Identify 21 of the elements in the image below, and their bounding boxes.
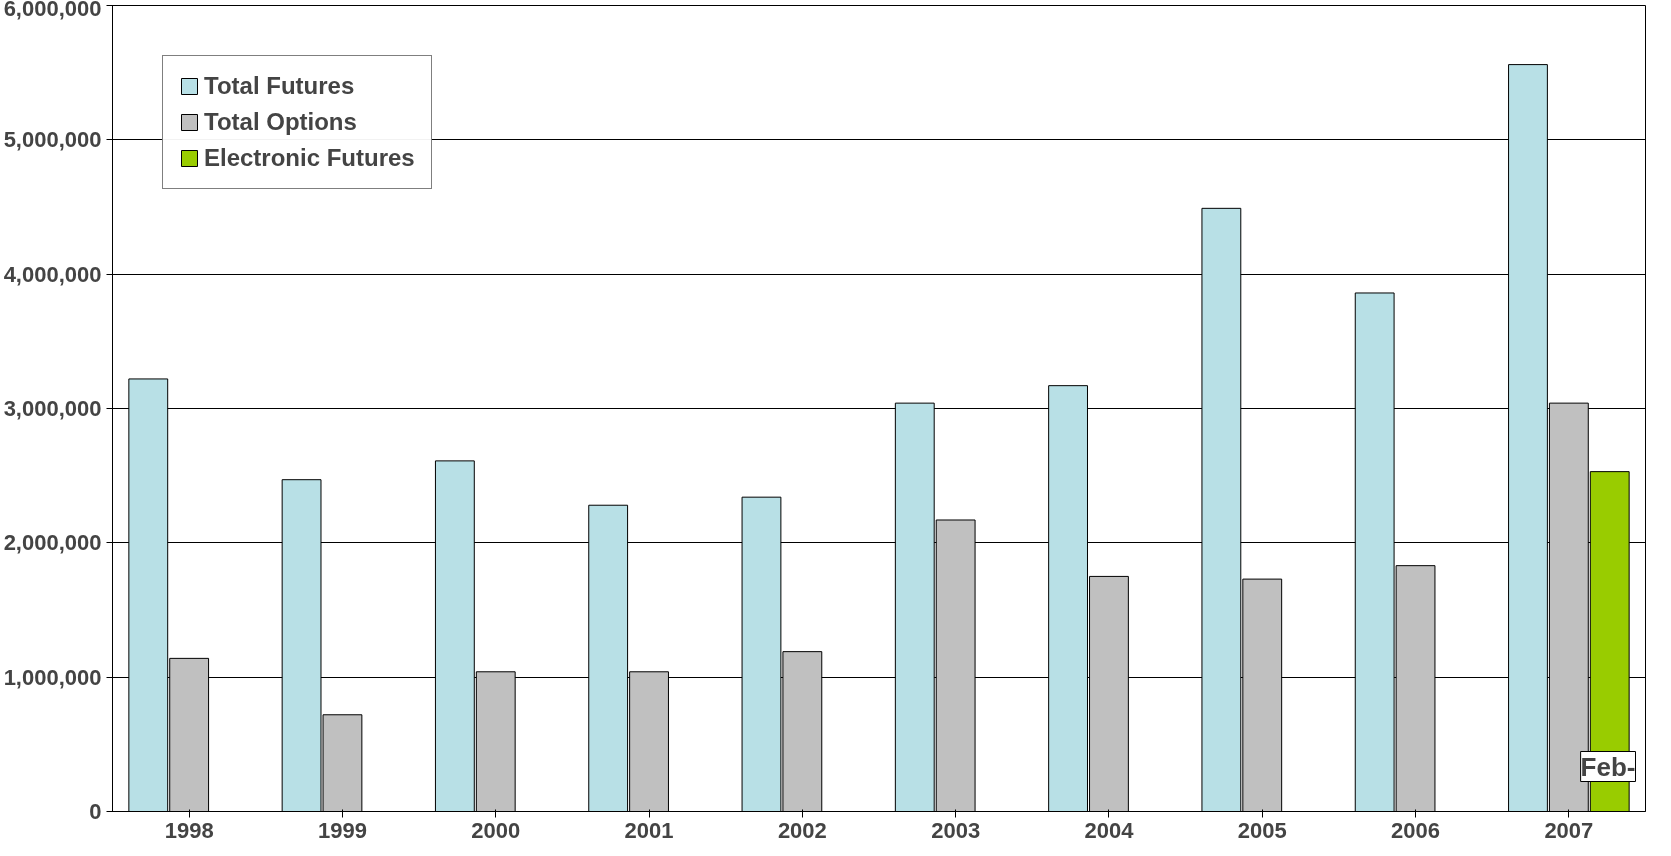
x-tick-label: 2002: [777, 817, 827, 843]
y-tick-label: 5,000,000: [3, 127, 102, 153]
x-tick-label: 2007: [1544, 817, 1594, 843]
y-tick-label: 1,000,000: [3, 664, 102, 690]
y-tick-label: 2,000,000: [3, 530, 102, 556]
annotation: Feb-: [1580, 751, 1636, 782]
x-tick-label: 2001: [624, 817, 674, 843]
x-tick-label: 1999: [317, 817, 367, 843]
x-tick-label: 2000: [471, 817, 521, 843]
y-tick-label: 6,000,000: [3, 0, 102, 21]
y-tick-label: 3,000,000: [3, 396, 102, 421]
y-tick-label: 0: [89, 799, 102, 824]
legend-label: Total Futures: [204, 72, 355, 100]
x-tick-label: 2003: [931, 817, 981, 843]
x-tick-label: 1998: [164, 817, 214, 843]
legend-label: Total Options: [204, 108, 357, 136]
x-tick-label: 2005: [1237, 817, 1287, 843]
legend-label: Electronic Futures: [204, 144, 415, 172]
x-tick-label: 2004: [1084, 817, 1135, 843]
y-tick-label: 4,000,000: [3, 261, 102, 287]
x-tick-label: 2006: [1391, 817, 1441, 843]
